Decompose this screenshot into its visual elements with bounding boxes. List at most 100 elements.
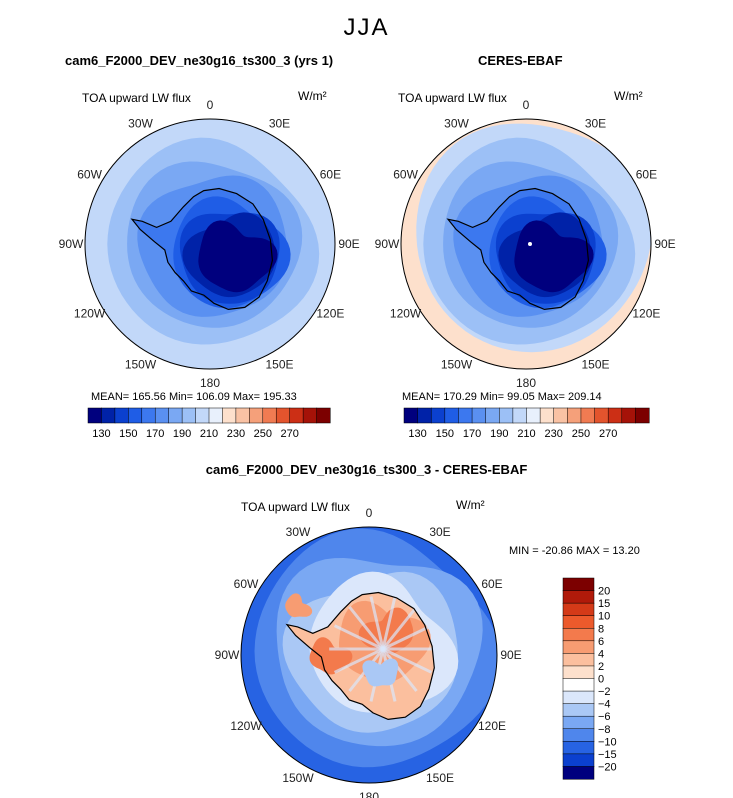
panel-2-colorbar-tick: 170 [463,428,481,440]
panel-2-colorbar-swatch [417,407,432,424]
panel-3-colorbar-tick: −2 [598,686,611,698]
panel-3-streak [348,606,385,650]
panel-2-lon-label: 180 [516,376,536,390]
panel-3-colorbar-swatch [562,590,595,604]
panel-3-map-border [240,526,498,784]
panel-3-subtitle: TOA upward LW flux [241,500,350,514]
panel-1-lon-label: 90W [59,237,84,251]
panel-1-colorbar-tick: 170 [146,428,164,440]
panel-2-colorbar-tick: 250 [572,428,590,440]
panel-1-colorbar-swatch [141,407,156,424]
panel-2-map-border [400,118,652,370]
panel-1-colorbar-tick: 230 [227,428,245,440]
panel-3-lon-label: 120W [230,719,262,733]
panel-2-lon-label: 60W [393,168,418,182]
panel-2-title: CERES-EBAF [478,53,563,68]
panel-1-colorbar-tick: 190 [173,428,191,440]
panel-2-lon-label: 30E [585,117,606,131]
panel-1-colorbar-swatch [235,407,250,424]
panel-1-colorbar-swatch [114,407,129,424]
panel-1-colorbar-swatch [275,407,291,424]
panel-3-band [362,658,399,687]
panel-2-colorbar-tick: 210 [517,428,535,440]
panel-2-colorbar-swatch [512,407,528,424]
panel-3-stats: MIN = -20.86 MAX = 13.20 [509,545,640,557]
panel-1-map-border [84,118,336,370]
panel-2-subtitle: TOA upward LW flux [398,91,507,105]
panel-2-colorbar-swatch [567,407,582,424]
panel-3-colorbar-swatch [562,715,595,730]
panel-1-title: cam6_F2000_DEV_ne30g16_ts300_3 (yrs 1) [65,53,334,68]
panel-3-lon-label: 90W [215,648,240,662]
panel-3-colorbar-tick: −10 [598,736,617,748]
panel-2-colorbar-swatch [458,407,473,424]
panel-2-lon-label: 150E [581,357,609,371]
panel-1-colorbar-swatch [154,407,170,424]
panel-3-band [285,593,313,618]
panel-3-streak [333,624,384,651]
panel-1-colorbar-swatch [168,407,183,424]
panel-2-lon-label: 150W [441,357,473,371]
panel-1-lon-label: 150W [125,357,157,371]
panel-3-lon-label: 30E [429,525,450,539]
panel-3-streak [333,647,384,674]
panel-2-lon-label: 120W [390,307,422,321]
panel-1-subtitle: TOA upward LW flux [82,91,191,105]
panel-3-map: 0 30E 60E 90E 120E 150E 180 150W 120W 90W 60W 30W [215,506,522,798]
panel-1-map: 0 30E 60E 90E 120E 150E 180 150W 120W 90W 60W 30W [59,98,360,390]
panel-2-colorbar: 130 150 170 190 210 230 250 270 [403,407,650,440]
panel-1-colorbar-tick: 130 [92,428,110,440]
panel-3-colorbar-tick: 15 [598,598,610,610]
panel-2-units: W/m² [614,89,643,103]
panel-1-colorbar-swatch [302,407,318,424]
panel-1-lon-label: 180 [200,376,220,390]
panel-2-colorbar-swatch [621,407,636,424]
panel-1-colorbar-swatch [262,407,277,424]
panel-1-colorbar-tick: 210 [200,428,218,440]
panel-3-streak [381,596,397,650]
panel-2-lon-label: 90W [375,237,400,251]
panel-1-colorbar-swatch [316,407,331,424]
panel-3-colorbar-swatch [562,741,595,755]
panel-3-colorbar-tick: −20 [598,761,617,773]
panel-3-lon-label: 150E [426,771,454,785]
panel-3-colorbar-swatch [562,577,595,592]
panel-2-colorbar-swatch [526,407,541,424]
panel-3-colorbar-swatch [562,640,595,654]
panel-1-band [198,220,278,293]
panel-2-colorbar-tick: 130 [408,428,426,440]
panel-2-map: 0 30E 60E 90E 120E 150E 180 150W 120W 90W 60W 30W [375,98,676,390]
panel-3-colorbar-tick: −4 [598,699,611,711]
panel-2-colorbar-swatch [444,407,459,424]
panel-2-lon-label: 0 [523,98,530,112]
panel-2-colorbar-swatch [430,407,446,424]
panel-1-lon-label: 90E [338,237,359,251]
panel-1-lon-label: 60W [77,168,102,182]
panel-3-title: cam6_F2000_DEV_ne30g16_ts300_3 - CERES-E… [205,462,528,477]
panel-3-colorbar-swatch [562,690,595,705]
panel-1-colorbar-swatch [128,407,143,424]
panel-2-colorbar-swatch [580,407,596,424]
panel-2-lon-label: 120E [632,307,660,321]
panel-1-colorbar-swatch [249,407,264,424]
panel-3-colorbar-swatch [562,602,595,617]
panel-1-colorbar-swatch [87,407,102,424]
panel-3-streak [381,606,418,650]
panel-2-colorbar-tick: 150 [436,428,454,440]
panel-3-colorbar-tick: 2 [598,661,604,673]
panel-3-lon-label: 180 [359,790,379,798]
panel-1-colorbar-tick: 250 [254,428,272,440]
season-title: JJA [343,14,390,41]
panel-2-band [514,220,594,293]
panel-1-colorbar-swatch [289,407,304,424]
panel-2-colorbar-swatch [499,407,514,424]
panel-1-units: W/m² [298,89,327,103]
panel-2-colorbar-swatch [471,407,487,424]
panel-3-colorbar-tick: −8 [598,724,611,736]
panel-3-colorbar-swatch [562,703,595,717]
panel-3-colorbar-swatch [562,728,595,742]
panel-3-colorbar-swatch [562,678,595,692]
panel-3-colorbar-tick: 10 [598,611,610,623]
